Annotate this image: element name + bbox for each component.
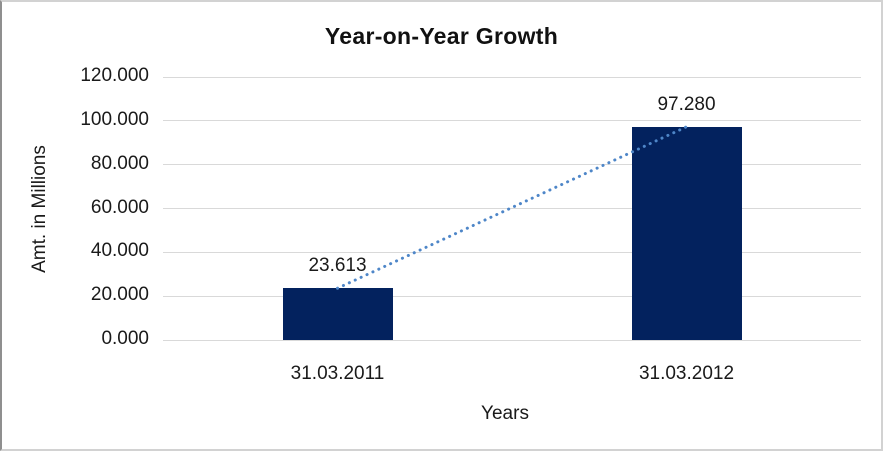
y-axis-tick-label: 120.000 [80, 65, 149, 86]
y-axis-tick-label: 80.000 [90, 152, 149, 174]
chart-title: Year-on-Year Growth [324, 23, 559, 49]
gridline [163, 208, 861, 209]
gridline [163, 76, 861, 78]
y-axis-tick-label: 0.000 [101, 328, 149, 349]
gridlines-layer [163, 76, 861, 341]
plot-area: 23.613 97.280 [163, 76, 861, 341]
gridline [163, 339, 861, 341]
y-axis-tick-label: 100.000 [80, 108, 149, 130]
x-category-label: 31.03.2011 [290, 363, 385, 384]
bar-31.03.2011 [282, 288, 393, 340]
y-axis-tick-label: 40.000 [90, 240, 149, 262]
gridline [163, 295, 861, 297]
gridline [163, 251, 861, 253]
trendline [336, 125, 688, 290]
data-labels-layer: 23.613 97.280 [163, 77, 861, 340]
gridline [163, 120, 861, 122]
x-category-label: 31.03.2012 [638, 363, 735, 384]
y-axis-tick-labels: 0.000 20.000 40.000 60.000 80.000 100.000 120.… [2, 2, 149, 449]
bar-31.03.2012 [631, 126, 742, 340]
x-axis-title: Years [481, 403, 529, 424]
y-axis-tick-label: 20.000 [90, 284, 149, 306]
trendline-svg [336, 125, 688, 290]
data-label: 97.280 [657, 93, 716, 115]
bars-layer [163, 77, 861, 340]
y-axis-tick-label: 60.000 [90, 196, 149, 218]
data-label: 23.613 [308, 255, 367, 277]
gridline [163, 164, 861, 166]
